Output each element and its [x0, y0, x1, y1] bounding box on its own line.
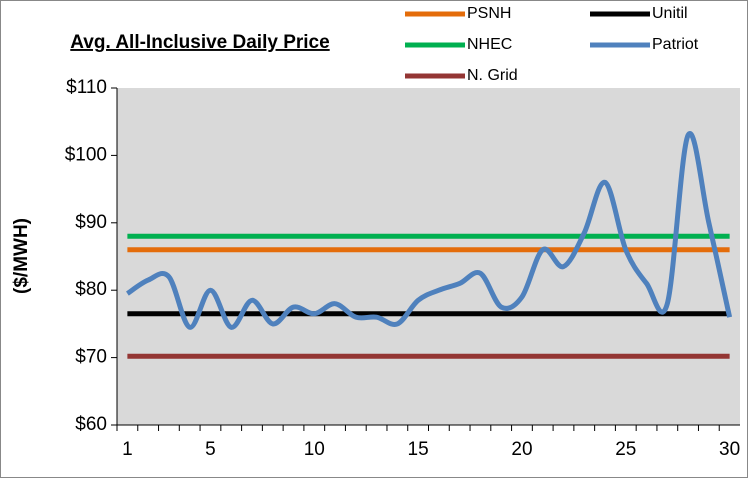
y-tick-label: $90	[75, 212, 107, 233]
chart-title: Avg. All-Inclusive Daily Price	[70, 32, 329, 53]
legend-label: Unitil	[652, 5, 688, 22]
y-tick-label: $70	[75, 347, 107, 368]
y-tick-label: $60	[75, 414, 107, 435]
x-tick-label: 25	[615, 439, 636, 460]
legend-label: PSNH	[467, 5, 511, 22]
x-tick-label: 1	[122, 439, 133, 460]
legend-label: N. Grid	[467, 67, 518, 84]
y-tick-label: $100	[65, 144, 107, 165]
x-tick-label: 20	[511, 439, 532, 460]
y-tick-label: $80	[75, 279, 107, 300]
x-tick-label: 15	[408, 439, 429, 460]
legend-label: Patriot	[652, 36, 699, 53]
x-tick-label: 5	[205, 439, 216, 460]
plot-area	[117, 88, 740, 425]
x-tick-label: 10	[304, 439, 325, 460]
legend-label: NHEC	[467, 36, 512, 53]
y-tick-label: $110	[66, 77, 107, 98]
series-line	[125, 130, 733, 330]
y-axis-label: ($/MWH)	[11, 218, 32, 294]
x-tick-label: 30	[719, 439, 740, 460]
